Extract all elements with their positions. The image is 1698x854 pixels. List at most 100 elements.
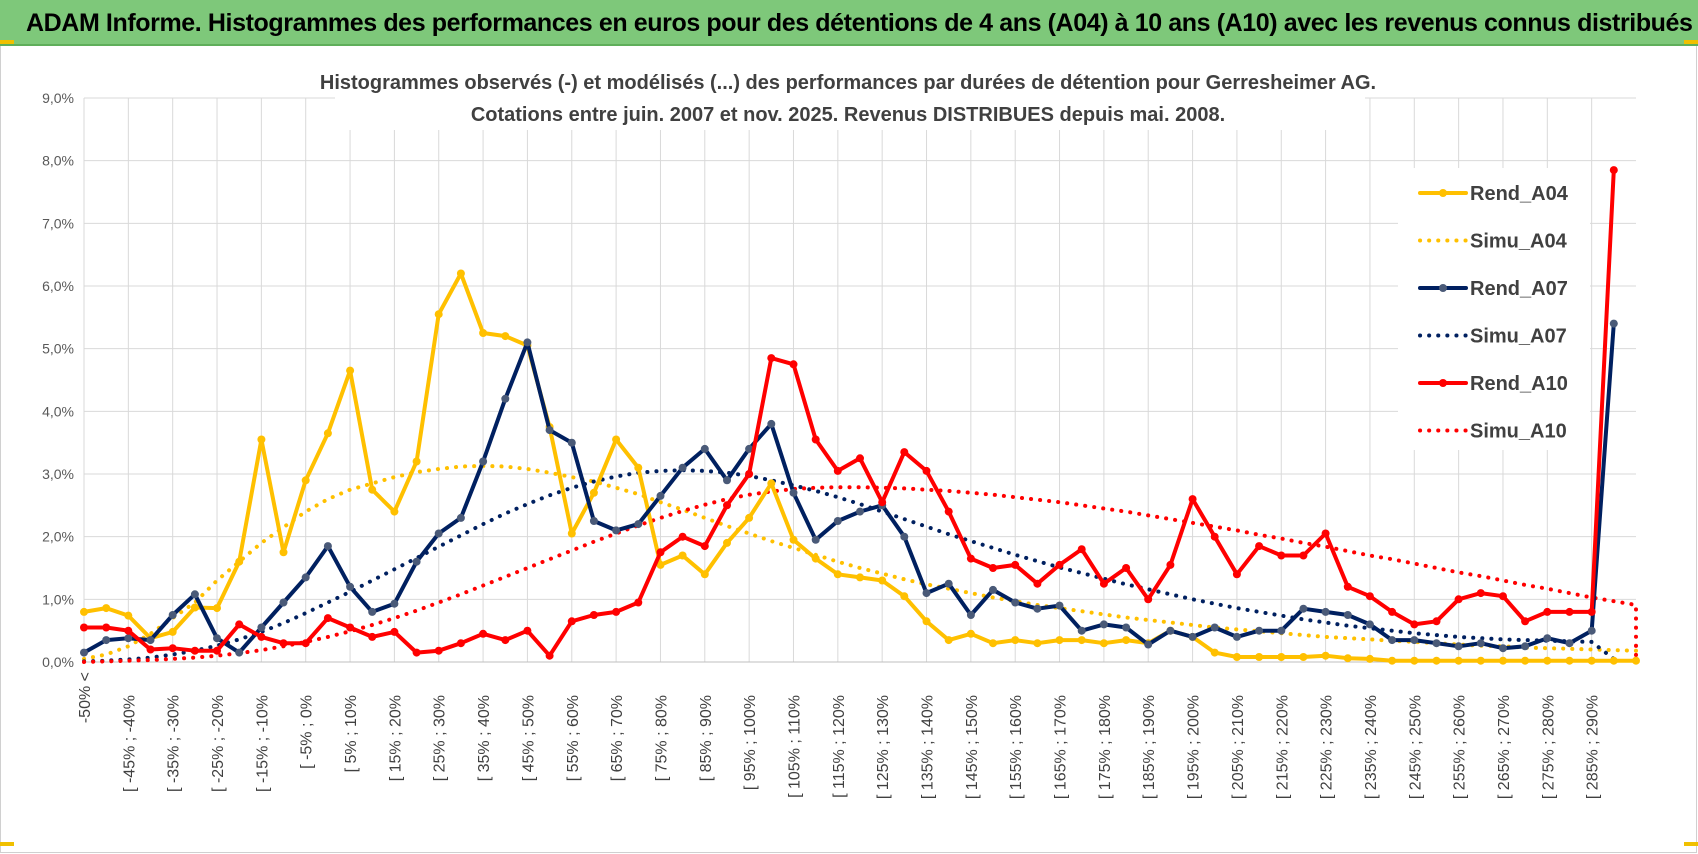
legend-marker: [1439, 284, 1447, 292]
chart-frame: [0, 46, 1697, 853]
data-point-rend-a10: [168, 644, 177, 653]
data-point-rend-a07: [1210, 623, 1219, 632]
data-point-rend-a10: [412, 648, 421, 657]
data-point-rend-a07: [1166, 626, 1175, 635]
x-tick-label: [ -5% ; 0%: [299, 695, 316, 769]
data-point-rend-a10: [1077, 545, 1086, 554]
data-point-rend-a04: [1410, 656, 1419, 665]
legend-marker: [1439, 379, 1447, 387]
data-point-rend-a10: [1609, 166, 1618, 175]
data-point-rend-a10: [1543, 607, 1552, 616]
data-point-rend-a10: [523, 626, 532, 635]
data-point-rend-a04: [456, 269, 465, 278]
y-tick-label: 0,0%: [42, 654, 74, 670]
x-tick-label: [ 135% ; 140%: [920, 695, 937, 799]
series-line-simu-a04: [82, 463, 1638, 661]
data-point-rend-a07: [1055, 601, 1064, 610]
data-point-rend-a04: [501, 332, 510, 341]
data-point-rend-a10: [257, 632, 266, 641]
data-point-rend-a04: [1388, 656, 1397, 665]
data-point-rend-a10: [1255, 542, 1264, 551]
data-point-rend-a07: [589, 517, 598, 525]
data-point-rend-a07: [1321, 607, 1330, 616]
x-tick-label: [ 35% ; 40%: [476, 695, 493, 781]
data-point-rend-a07: [811, 535, 820, 544]
x-tick-label: -50% <: [77, 672, 94, 723]
data-point-rend-a10: [124, 626, 133, 635]
x-tick-label: [ 55% ; 60%: [565, 695, 582, 781]
data-point-rend-a10: [1521, 617, 1530, 626]
data-point-rend-a10: [146, 645, 155, 654]
data-point-rend-a10: [1299, 551, 1308, 560]
data-point-rend-a07: [700, 444, 709, 453]
data-point-rend-a10: [745, 470, 754, 478]
series-line-rend-a07: [82, 321, 1616, 655]
data-point-rend-a07: [1521, 642, 1530, 651]
data-point-rend-a07: [634, 520, 643, 529]
data-point-rend-a07: [545, 426, 554, 435]
data-point-rend-a10: [922, 466, 931, 475]
data-point-rend-a10: [1565, 607, 1574, 616]
x-tick-label: [ 75% ; 80%: [653, 695, 670, 781]
data-point-rend-a07: [989, 585, 997, 594]
x-tick-label: [ 95% ; 100%: [742, 695, 759, 790]
data-point-rend-a07: [279, 598, 288, 607]
data-point-rend-a10: [989, 564, 997, 572]
data-point-rend-a10: [1011, 560, 1020, 569]
data-point-rend-a10: [767, 354, 776, 363]
data-point-rend-a10: [1232, 570, 1241, 579]
data-point-rend-a04: [833, 570, 842, 579]
x-tick-label: [ -25% ; -20%: [210, 695, 227, 792]
data-point-rend-a04: [1632, 656, 1640, 665]
data-point-rend-a10: [900, 448, 909, 457]
data-point-rend-a04: [434, 310, 443, 319]
data-point-rend-a07: [856, 507, 864, 516]
data-point-rend-a04: [213, 604, 221, 613]
data-point-rend-a04: [257, 435, 266, 444]
data-point-rend-a04: [1565, 656, 1574, 665]
y-tick-label: 9,0%: [42, 90, 74, 106]
data-point-rend-a04: [1521, 656, 1530, 665]
x-tick-label: [ 85% ; 90%: [698, 695, 715, 781]
legend-label-simu-a04: Simu_A04: [1470, 231, 1568, 253]
data-point-rend-a07: [1543, 634, 1552, 643]
data-point-rend-a10: [789, 360, 798, 369]
data-point-rend-a07: [1099, 620, 1108, 629]
y-tick-label: 8,0%: [42, 153, 74, 169]
data-point-rend-a10: [656, 548, 665, 557]
data-point-rend-a07: [1255, 626, 1264, 635]
data-point-rend-a04: [124, 611, 133, 620]
grid-layer: [83, 97, 1636, 663]
data-point-rend-a04: [856, 573, 864, 582]
data-point-rend-a10: [589, 611, 598, 619]
data-point-rend-a10: [1432, 617, 1441, 626]
x-tick-label: [ 185% ; 190%: [1141, 695, 1158, 799]
data-point-rend-a10: [1476, 589, 1485, 598]
data-point-rend-a04: [1122, 636, 1131, 645]
y-tick-label: 6,0%: [42, 278, 74, 294]
data-point-rend-a04: [1432, 656, 1441, 665]
data-point-rend-a04: [168, 627, 177, 636]
corner-marker-top-left: [0, 40, 14, 44]
x-tick-label: [ 125% ; 130%: [875, 695, 892, 799]
data-point-rend-a07: [390, 599, 399, 608]
data-point-rend-a10: [1144, 595, 1153, 604]
data-point-rend-a07: [190, 590, 199, 599]
data-point-rend-a04: [1365, 654, 1374, 663]
data-point-rend-a07: [368, 607, 377, 616]
x-tick-label: [ 235% ; 240%: [1363, 695, 1380, 799]
legend-label-rend-a10: Rend_A10: [1470, 373, 1568, 395]
data-point-rend-a04: [767, 479, 776, 488]
data-point-rend-a07: [1410, 636, 1419, 645]
data-point-rend-a10: [235, 620, 244, 629]
corner-marker-top-right: [1684, 40, 1698, 44]
data-point-rend-a07: [833, 517, 842, 525]
data-point-rend-a07: [479, 457, 488, 466]
data-point-rend-a07: [80, 648, 88, 657]
data-point-rend-a07: [1232, 632, 1241, 641]
data-point-rend-a10: [346, 623, 355, 632]
data-point-rend-a07: [612, 526, 621, 535]
data-point-rend-a04: [989, 639, 997, 648]
series-line-rend-a10: [82, 168, 1616, 658]
